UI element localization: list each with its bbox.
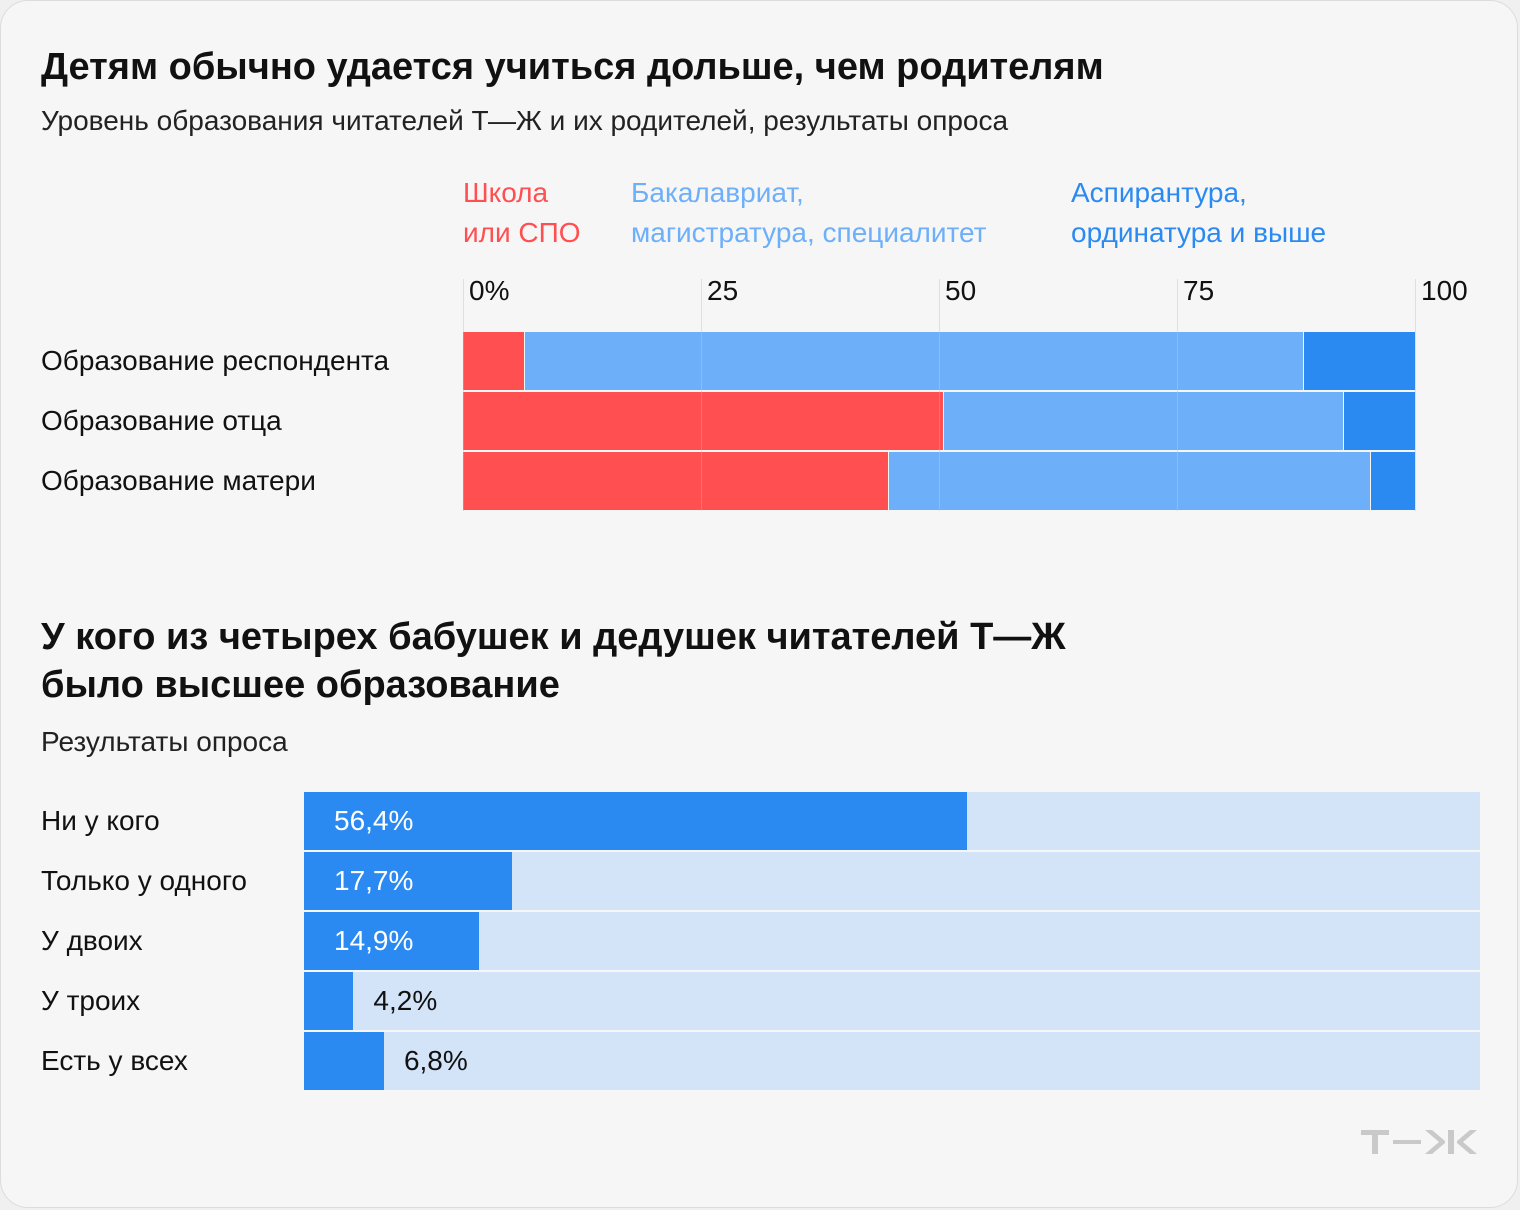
gridline-overlay [462,279,464,511]
x-tick-label: 25 [707,275,739,306]
chart2-subtitle: Результаты опроса [41,726,288,757]
x-tick-label: 0% [469,275,510,306]
x-tick-label: 75 [1183,275,1215,306]
bar-fill [304,1032,384,1090]
bar-segment-postgrad [1371,452,1415,510]
chart1-subtitle: Уровень образования читателей Т—Ж и их р… [41,105,1009,136]
bar-fill [304,972,354,1030]
legend-item-bachelor: Бакалавриат, магистратура, специалитет [631,177,987,248]
row-label: У троих [41,985,141,1016]
bar-track [304,972,1480,1030]
bar-fill [304,792,968,850]
bar-value-label: 56,4% [334,805,414,836]
tzh-logo [1361,1130,1477,1154]
bar-segment-postgrad [1303,332,1415,390]
x-tick-label: 100 [1421,275,1468,306]
legend-item-school: Школа или СПО [463,177,581,248]
bar-segment-school [463,392,943,450]
gridline [1414,279,1416,511]
bar-segment-school [463,452,889,510]
chart1-title: Детям обычно удается учиться дольше, чем… [41,46,1104,88]
bar-value-label: 17,7% [334,865,414,896]
bar-fill [304,852,513,910]
row-label: Ни у кого [41,805,160,836]
bar-fill [304,912,480,970]
bar-track [304,1032,1480,1090]
legend-item-postgrad: Аспирантура, ординатура и выше [1071,177,1327,248]
bar-value-label: 4,2% [373,985,438,1016]
chart2-title: У кого из четырех бабушек и дедушек чита… [41,616,1066,706]
bar-track [304,912,1480,970]
x-tick-label: 50 [945,275,977,306]
row-label: Есть у всех [41,1045,188,1076]
bar-segment-bachelor [524,332,1303,390]
row-label: У двоих [41,925,143,956]
bar-segment-bachelor [889,452,1371,510]
row-label: Только у одного [41,865,247,896]
bar-segment-bachelor [943,392,1343,450]
bar-segment-postgrad [1343,392,1415,450]
row-label: Образование матери [41,465,316,496]
row-label: Образование респондента [41,345,390,376]
bar-value-label: 6,8% [403,1045,468,1076]
gridline-overlay [700,279,702,511]
bar-segment-school [463,332,524,390]
gridline-overlay [938,279,940,511]
gridline-overlay [1414,279,1416,511]
row-label: Образование отца [41,405,282,436]
bar-value-label: 14,9% [334,925,414,956]
gridline-overlay [1176,279,1178,511]
